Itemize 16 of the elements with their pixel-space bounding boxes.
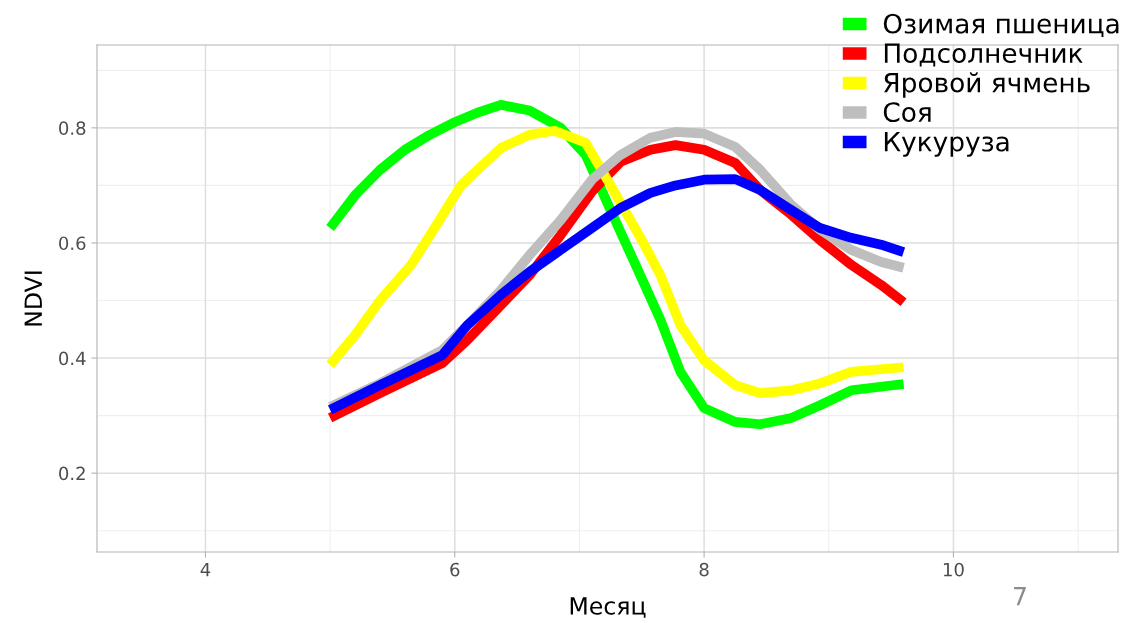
text: 7: [1014, 587, 1026, 606]
legend-label: Подсолнечник: [884, 43, 1083, 67]
x-tick-label: 6: [450, 562, 460, 577]
y-tick-label: 0.4: [59, 351, 86, 366]
y-tick-label: 0.2: [59, 466, 85, 481]
legend-label: Яровой ячмень: [884, 72, 1090, 98]
x-tick-label: 10: [943, 562, 964, 577]
legend-label: Озимая пшеница: [883, 13, 1119, 37]
legend-label: Соя: [883, 102, 931, 123]
y-axis-title: NDVI: [24, 271, 42, 326]
legend-label: Кукуруза: [884, 132, 1009, 157]
y-tick-label: 0.8: [59, 121, 86, 135]
x-axis-title: Месяц: [570, 597, 646, 618]
y-tick-label: 0.6: [59, 236, 86, 251]
x-tick-label: 8: [699, 562, 709, 577]
x-tick-label: 4: [200, 562, 211, 577]
